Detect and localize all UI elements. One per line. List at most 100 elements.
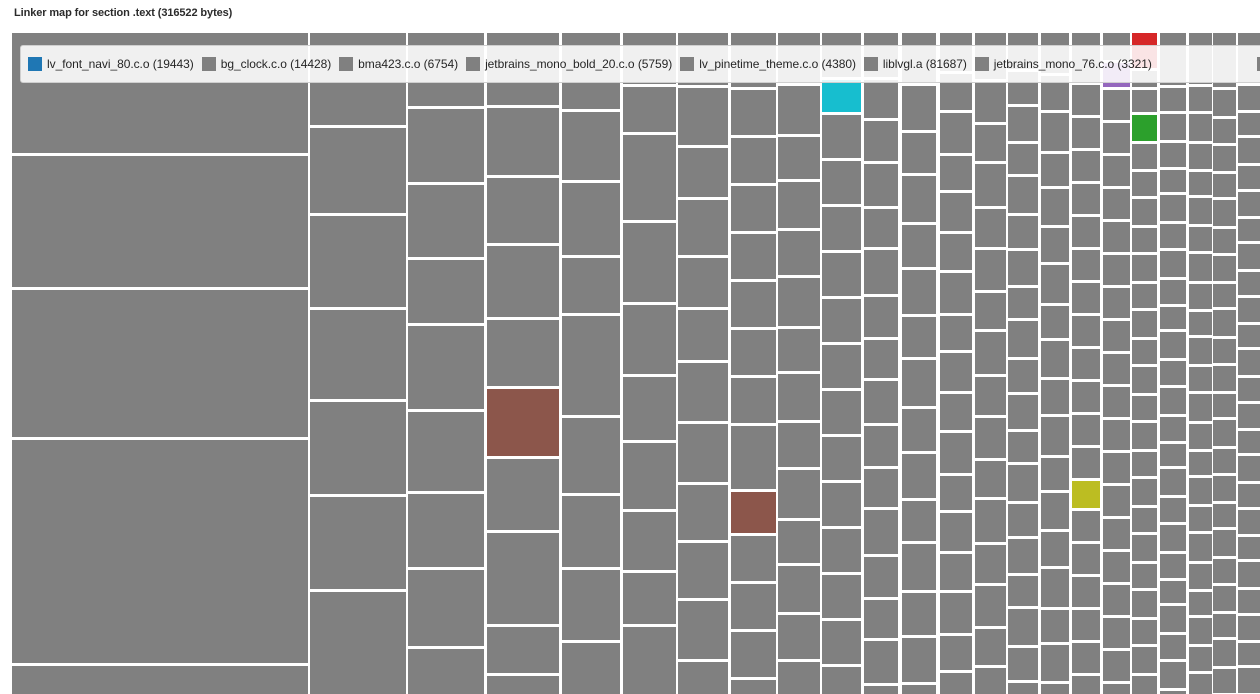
treemap-cell <box>940 394 972 430</box>
treemap-cell <box>623 377 676 440</box>
treemap-cell <box>1132 508 1157 532</box>
treemap-cell <box>1041 228 1069 262</box>
treemap-cell <box>940 476 972 510</box>
treemap-cell <box>1041 610 1069 642</box>
treemap-cell <box>902 501 936 541</box>
treemap-cell <box>1189 452 1212 475</box>
treemap-cell <box>678 88 728 145</box>
treemap-cell <box>864 557 898 597</box>
treemap-cell <box>1008 504 1038 536</box>
treemap-cell <box>623 573 676 624</box>
treemap-cell <box>487 676 559 694</box>
legend-swatch <box>339 57 354 71</box>
treemap-cell <box>1160 307 1186 329</box>
legend-item: jetbrains_mono_76.c.o (3321) <box>974 57 1152 71</box>
treemap-cell <box>1189 507 1212 531</box>
treemap-cell <box>1213 449 1236 473</box>
treemap-cell <box>1189 144 1212 169</box>
treemap-cell <box>778 182 820 228</box>
treemap-cell <box>1132 647 1157 673</box>
treemap-cell <box>562 570 620 640</box>
treemap-cell <box>1160 444 1186 466</box>
treemap-cell <box>975 418 1006 458</box>
treemap-cell <box>731 584 776 629</box>
treemap-cell <box>1160 635 1186 659</box>
treemap-cell <box>1160 606 1186 632</box>
treemap-cell <box>678 258 728 307</box>
treemap-cell <box>864 686 898 694</box>
legend-label: jetbrains_mono_bold_20.c.o (5759) <box>485 57 673 71</box>
treemap-cell <box>902 454 936 498</box>
treemap-cell <box>408 260 484 323</box>
treemap-cell <box>408 185 484 257</box>
treemap-cell <box>678 200 728 255</box>
treemap-cell <box>1132 228 1157 252</box>
legend-swatch <box>466 57 481 71</box>
treemap-cell <box>623 305 676 374</box>
treemap-cell <box>1008 539 1038 573</box>
treemap-cell <box>975 82 1006 122</box>
treemap-cell <box>1041 380 1069 414</box>
treemap-cell <box>678 363 728 421</box>
treemap-cell <box>1103 156 1130 186</box>
treemap-cell <box>487 178 559 243</box>
treemap-cell <box>310 310 406 399</box>
treemap-cell <box>1160 195 1186 221</box>
treemap-cell <box>408 412 484 491</box>
treemap-cell <box>1132 367 1157 393</box>
treemap-cell <box>408 570 484 646</box>
treemap-cell <box>623 87 676 132</box>
treemap-cell <box>487 320 559 386</box>
treemap-cell <box>1132 172 1157 196</box>
treemap-cell <box>1238 456 1260 481</box>
treemap-cell <box>1189 338 1212 364</box>
treemap-cell <box>822 483 861 526</box>
treemap-cell <box>1041 417 1069 455</box>
treemap-cell <box>1189 198 1212 224</box>
treemap-cell <box>487 533 559 624</box>
treemap-cell <box>1041 645 1069 681</box>
treemap-cell <box>902 638 936 682</box>
treemap-cell <box>623 135 676 220</box>
treemap-cell <box>562 418 620 493</box>
treemap-cell <box>1238 272 1260 295</box>
treemap-cell <box>1238 484 1260 507</box>
treemap-cell <box>1238 350 1260 375</box>
treemap-cell <box>1213 119 1236 143</box>
treemap-cell <box>1213 256 1236 281</box>
legend-item: liblvgl.a (81687) <box>863 57 967 71</box>
treemap-cell <box>1238 616 1260 640</box>
treemap-cell <box>1041 569 1069 607</box>
legend-swatch <box>28 57 42 71</box>
treemap-cell <box>902 685 936 694</box>
legend-swatch <box>201 57 216 71</box>
treemap-cell <box>1072 250 1100 280</box>
treemap-cell <box>1103 552 1130 582</box>
treemap-cell <box>822 207 861 250</box>
treemap-cell <box>1103 321 1130 351</box>
treemap-cell <box>822 391 861 434</box>
treemap-cell <box>12 440 308 663</box>
treemap-cell <box>1189 114 1212 141</box>
treemap-cell <box>778 86 820 134</box>
treemap-cell <box>1213 530 1236 556</box>
treemap-cell <box>1213 310 1236 336</box>
treemap-cell <box>562 112 620 180</box>
treemap-cell <box>1213 200 1236 226</box>
treemap-cell <box>822 253 861 296</box>
treemap-cell <box>1160 332 1186 358</box>
treemap-cell <box>1213 366 1236 391</box>
treemap-cell <box>1238 668 1260 693</box>
treemap-cell <box>1041 306 1069 338</box>
treemap-cell <box>1238 138 1260 163</box>
treemap-cell <box>975 293 1006 329</box>
treemap-cell <box>822 437 861 480</box>
treemap-cell <box>1132 676 1157 694</box>
treemap-cell <box>487 459 559 530</box>
treemap-cell <box>902 133 936 173</box>
treemap-cell <box>1072 151 1100 181</box>
treemap-cell <box>1213 669 1236 693</box>
treemap-cell <box>1238 219 1260 241</box>
treemap-cell <box>864 641 898 683</box>
